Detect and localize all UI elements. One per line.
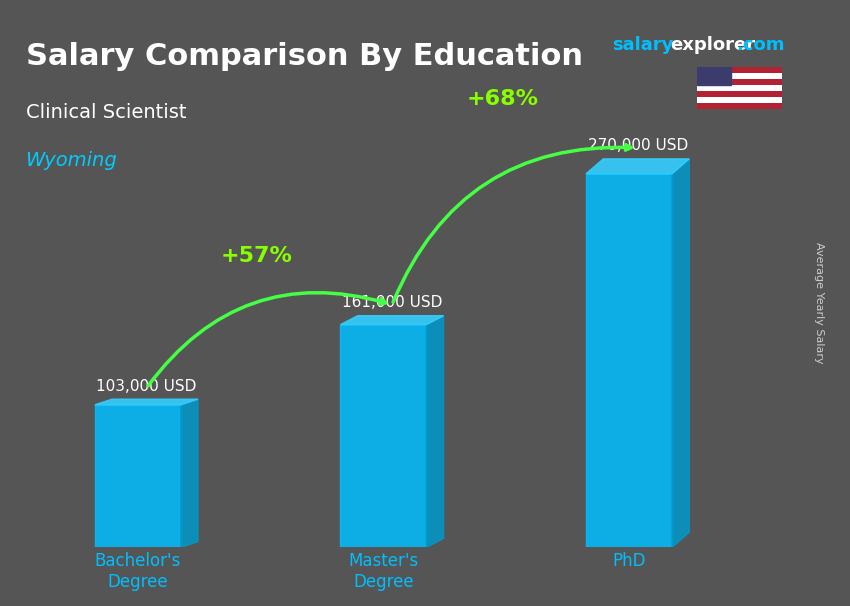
Polygon shape [95, 399, 198, 405]
Text: explorer: explorer [670, 36, 755, 55]
Bar [697, 79, 782, 85]
Polygon shape [586, 159, 689, 174]
Text: +57%: +57% [221, 246, 293, 266]
Bar [697, 97, 782, 103]
Bar [697, 85, 782, 91]
Polygon shape [672, 159, 689, 547]
Text: +68%: +68% [467, 90, 539, 110]
Bar [697, 73, 782, 79]
Bar [341, 325, 427, 547]
Text: .com: .com [736, 36, 785, 55]
Bar [586, 174, 672, 547]
Polygon shape [181, 399, 198, 547]
Text: 103,000 USD: 103,000 USD [96, 379, 196, 394]
Text: Clinical Scientist: Clinical Scientist [26, 103, 186, 122]
Text: salary: salary [612, 36, 673, 55]
Bar [95, 405, 181, 547]
Polygon shape [697, 67, 731, 85]
Polygon shape [427, 316, 444, 547]
Text: 270,000 USD: 270,000 USD [587, 138, 688, 153]
Bar [697, 103, 782, 109]
Text: 161,000 USD: 161,000 USD [342, 295, 442, 310]
Text: Salary Comparison By Education: Salary Comparison By Education [26, 42, 582, 72]
Bar [697, 91, 782, 97]
Text: Average Yearly Salary: Average Yearly Salary [814, 242, 824, 364]
Bar [697, 67, 782, 73]
Polygon shape [341, 316, 444, 325]
Text: Wyoming: Wyoming [26, 152, 117, 170]
